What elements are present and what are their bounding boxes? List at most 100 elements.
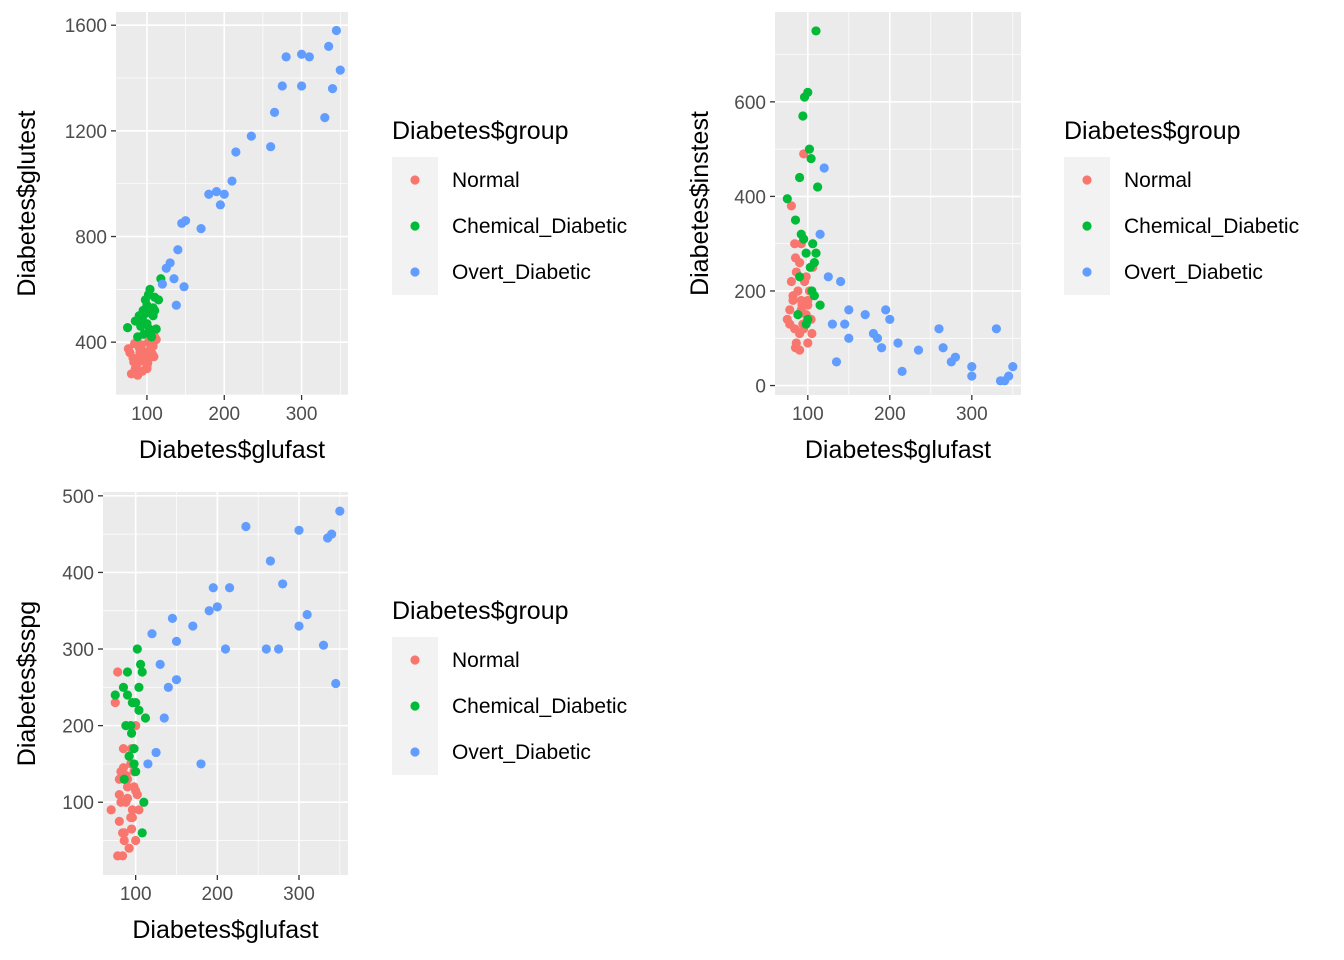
data-point-overt-diabetic [819, 163, 829, 173]
data-point-overt-diabetic [840, 319, 850, 329]
data-point-chemical-diabetic [148, 303, 158, 313]
data-point-overt-diabetic [163, 682, 173, 692]
legend-label: Overt_Diabetic [452, 261, 591, 284]
data-point-chemical-diabetic [134, 682, 144, 692]
data-point-overt-diabetic [171, 300, 181, 310]
data-point-chemical-diabetic [795, 272, 805, 282]
data-point-normal [131, 835, 141, 846]
legend-title: Diabetes$group [392, 117, 569, 145]
legend-key-point [1082, 267, 1092, 277]
data-point-overt-diabetic [831, 357, 842, 367]
data-point-overt-diabetic [823, 272, 833, 282]
data-point-overt-diabetic [897, 366, 907, 376]
data-point-chemical-diabetic [139, 797, 149, 807]
data-point-overt-diabetic [1004, 371, 1014, 381]
data-point-overt-diabetic [159, 713, 169, 723]
data-point-chemical-diabetic [804, 144, 815, 154]
x-tick-label: 300 [956, 404, 988, 425]
data-point-overt-diabetic [991, 324, 1002, 334]
data-point-overt-diabetic [304, 52, 314, 62]
plot-panel-background [775, 12, 1021, 395]
data-point-normal [807, 328, 817, 339]
data-point-chemical-diabetic [131, 766, 141, 777]
data-point-overt-diabetic [204, 606, 214, 616]
data-point-overt-diabetic [967, 371, 977, 381]
data-point-overt-diabetic [934, 324, 944, 334]
data-point-overt-diabetic [143, 759, 153, 769]
y-tick-label: 400 [75, 333, 107, 354]
legend-key-point [410, 267, 420, 277]
data-point-overt-diabetic [885, 314, 895, 324]
x-tick-label: 100 [120, 884, 152, 905]
data-point-overt-diabetic [297, 49, 307, 59]
data-point-overt-diabetic [893, 338, 903, 348]
data-point-chemical-diabetic [809, 291, 819, 301]
data-point-normal [110, 698, 120, 708]
x-tick-label: 100 [792, 404, 824, 425]
data-point-normal [113, 851, 123, 861]
data-point-overt-diabetic [171, 636, 182, 646]
data-point-normal [118, 763, 129, 773]
legend-key-point [410, 655, 420, 665]
data-point-chemical-diabetic [798, 111, 808, 121]
data-point-normal [106, 805, 116, 815]
data-point-overt-diabetic [844, 333, 854, 343]
data-point-overt-diabetic [950, 352, 961, 362]
data-point-normal [790, 239, 800, 249]
data-point-overt-diabetic [836, 276, 846, 287]
data-point-overt-diabetic [169, 274, 179, 284]
data-point-chemical-diabetic [806, 153, 816, 164]
data-point-overt-diabetic [877, 343, 887, 353]
data-point-chemical-diabetic [126, 728, 137, 738]
data-point-chemical-diabetic [133, 332, 143, 342]
data-point-overt-diabetic [324, 41, 334, 51]
data-point-normal [146, 342, 156, 353]
y-tick-label: 1600 [65, 16, 107, 37]
legend: Diabetes$group Normal Chemical_Diabetic Ove… [1064, 117, 1299, 295]
data-point-overt-diabetic [327, 84, 338, 94]
y-axis-title: Diabetes$instest [686, 111, 714, 296]
data-point-overt-diabetic [335, 506, 345, 516]
data-point-overt-diabetic [278, 579, 288, 589]
data-point-chemical-diabetic [811, 26, 821, 36]
data-point-overt-diabetic [273, 644, 284, 654]
y-axis-title: Diabetes$glutest [13, 110, 41, 296]
x-tick-label: 200 [201, 884, 233, 905]
data-point-normal [134, 805, 144, 815]
data-point-chemical-diabetic [137, 667, 147, 677]
x-tick-label: 200 [208, 404, 240, 425]
x-tick-label: 300 [283, 884, 315, 905]
legend-label: Overt_Diabetic [1124, 261, 1263, 284]
legend-key-point [1082, 175, 1092, 185]
data-point-overt-diabetic [320, 113, 330, 123]
data-point-chemical-diabetic [795, 172, 805, 183]
x-tick-label: 200 [874, 404, 906, 425]
data-point-overt-diabetic [860, 310, 870, 320]
data-point-chemical-diabetic [811, 248, 821, 258]
data-point-chemical-diabetic [813, 182, 823, 192]
legend-label: Chemical_Diabetic [452, 695, 627, 718]
data-point-normal [131, 786, 141, 796]
data-point-overt-diabetic [318, 640, 329, 650]
data-point-normal [785, 305, 795, 315]
data-point-chemical-diabetic [150, 292, 160, 302]
data-point-overt-diabetic [281, 52, 291, 62]
data-point-normal [791, 338, 801, 348]
data-point-overt-diabetic [872, 333, 883, 343]
legend-label: Chemical_Diabetic [1124, 215, 1299, 238]
legend: Diabetes$group Normal Chemical_Diabetic Ove… [392, 597, 627, 775]
data-point-normal [788, 291, 798, 301]
data-point-normal [801, 272, 811, 282]
data-point-chemical-diabetic [118, 682, 129, 692]
data-point-normal [119, 835, 129, 846]
data-point-chemical-diabetic [782, 194, 792, 204]
data-point-chemical-diabetic [145, 284, 155, 294]
data-point-overt-diabetic [157, 279, 167, 289]
data-point-overt-diabetic [188, 621, 198, 631]
data-point-chemical-diabetic [137, 828, 147, 838]
y-tick-label: 400 [734, 187, 766, 208]
data-point-overt-diabetic [294, 525, 304, 535]
y-tick-label: 600 [734, 93, 766, 114]
data-point-chemical-diabetic [140, 713, 151, 723]
